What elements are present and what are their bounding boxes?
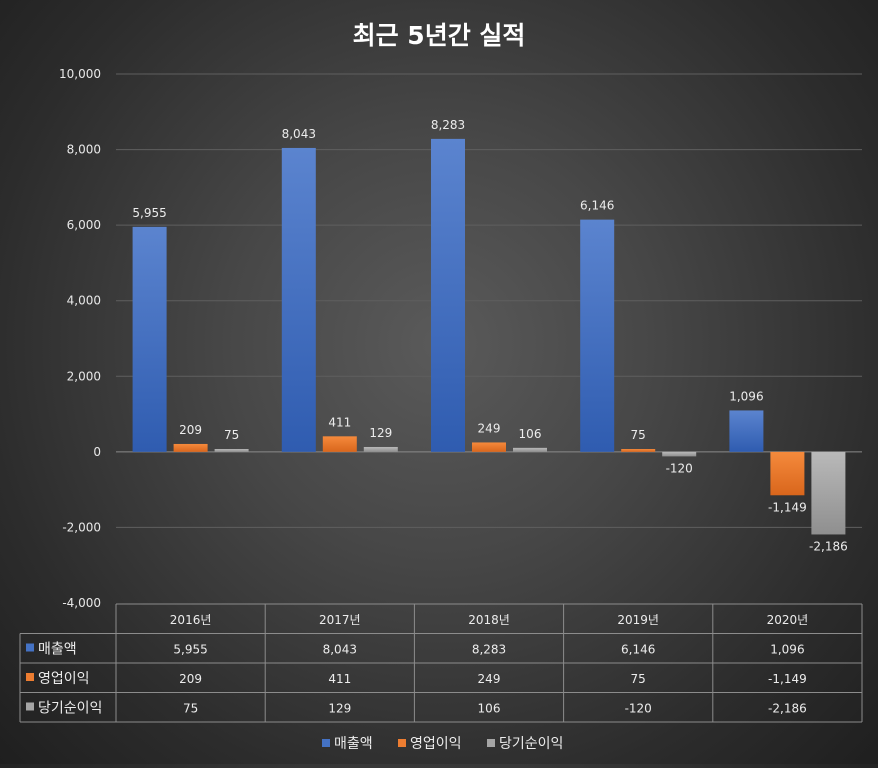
table-header-cell: 2019년 (617, 613, 659, 627)
y-tick-label: 0 (93, 445, 101, 459)
data-label: 5,955 (132, 206, 166, 220)
data-label: 209 (179, 423, 202, 437)
y-tick-label: 10,000 (59, 67, 101, 81)
bar (322, 436, 357, 452)
bar (729, 410, 764, 452)
y-tick-label: -2,000 (62, 520, 101, 534)
legend: 매출액 영업이익 당기순이익 (322, 736, 563, 752)
bar (132, 226, 167, 452)
data-label: -120 (666, 461, 693, 475)
table-cell: -2,186 (768, 702, 807, 716)
data-label: 1,096 (729, 389, 763, 403)
legend-item: 당기순이익 (499, 736, 563, 752)
bar (281, 147, 316, 452)
bar (173, 443, 208, 452)
table-cell: 249 (478, 672, 501, 686)
bar-layer (132, 138, 846, 535)
bar (662, 451, 697, 457)
bar (363, 446, 398, 452)
chart-title: 최근 5년간 실적 (353, 21, 526, 50)
table-header-cell: 2018년 (468, 613, 510, 627)
data-label: 6,146 (580, 199, 614, 213)
table-row-swatch (26, 702, 34, 711)
table-row-label: 영업이익 (38, 671, 90, 687)
data-label: 129 (369, 426, 392, 440)
table-cell: 411 (328, 672, 351, 686)
bar (472, 442, 506, 452)
legend-item: 영업이익 (410, 736, 462, 752)
table-header-cell: 2020년 (767, 613, 809, 627)
y-tick-label: 2,000 (67, 369, 101, 383)
data-label-layer: 5,955 8,043 8,283 6,146 1,096 209 411 249 75 -1,1… (132, 118, 847, 554)
table-cell: 1,096 (770, 643, 804, 657)
legend-item: 매출액 (334, 736, 373, 752)
table-cell: 106 (478, 702, 501, 716)
data-label: 8,043 (282, 127, 316, 141)
data-label: 8,283 (431, 118, 465, 132)
data-label: -1,149 (768, 500, 807, 514)
data-label: 106 (519, 427, 542, 441)
table-cell: 129 (328, 702, 351, 716)
legend-swatch (322, 739, 330, 747)
bar (770, 451, 805, 496)
bar (513, 447, 547, 452)
data-label: 75 (631, 428, 646, 442)
table-row-label: 당기순이익 (38, 701, 102, 717)
y-axis: -4,000 -2,000 0 2,000 4,000 6,000 8,000 10,000 (59, 67, 101, 610)
bar (431, 138, 465, 452)
y-tick-label: 4,000 (67, 294, 101, 308)
grid-layer (116, 73, 862, 528)
bar (580, 219, 615, 452)
table-cell: 209 (179, 672, 202, 686)
data-label: -2,186 (809, 539, 848, 553)
bar (214, 449, 249, 452)
data-label: 75 (224, 428, 239, 442)
table-cell: -1,149 (768, 672, 807, 686)
table-cell: 8,283 (472, 643, 506, 657)
bar (621, 449, 656, 452)
table-cell: 75 (631, 672, 646, 686)
legend-swatch (398, 739, 406, 747)
table-cell: 8,043 (323, 643, 357, 657)
y-tick-label: 8,000 (67, 143, 101, 157)
table-cell: 6,146 (621, 643, 655, 657)
legend-swatch (487, 739, 495, 747)
bar (811, 451, 846, 535)
y-tick-label: -4,000 (62, 596, 101, 610)
table-cell: 5,955 (173, 643, 207, 657)
data-label: 249 (478, 421, 501, 435)
table-row-swatch (26, 643, 34, 652)
table-row-label: 매출액 (38, 642, 77, 658)
y-tick-label: 6,000 (67, 218, 101, 232)
table-cell: -120 (625, 702, 652, 716)
data-label: 411 (328, 415, 351, 429)
table-cell: 75 (183, 702, 198, 716)
table-header-cell: 2016년 (170, 613, 212, 627)
table-row-swatch (26, 673, 34, 681)
table-header-cell: 2017년 (319, 613, 361, 627)
